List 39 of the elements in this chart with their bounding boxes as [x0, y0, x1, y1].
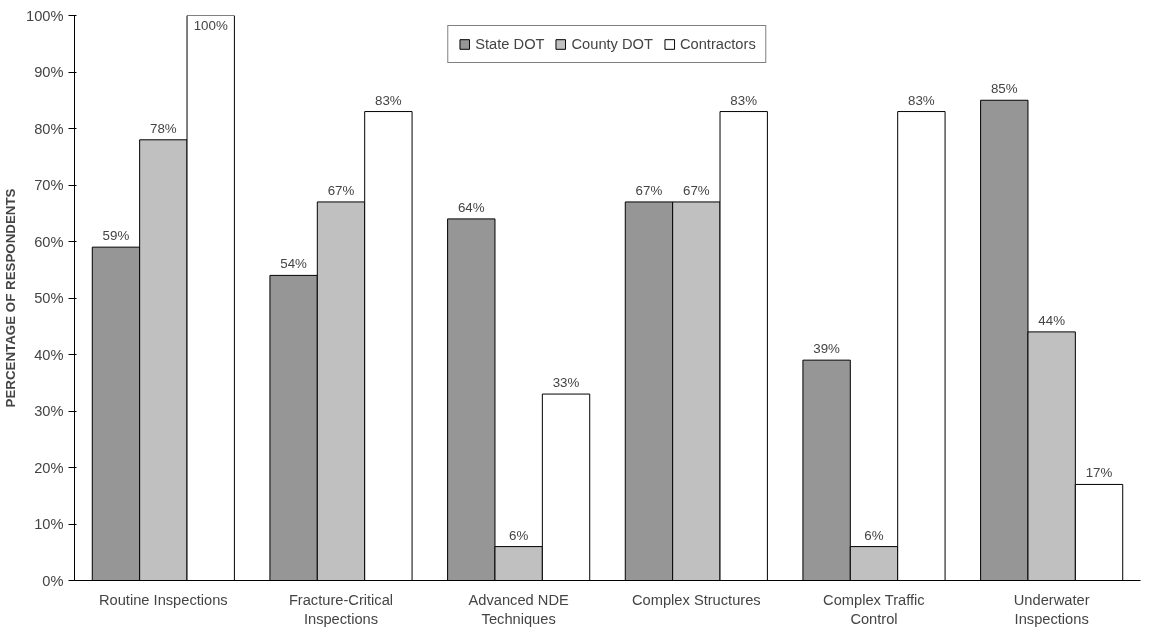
- y-tick-label: 40%: [34, 346, 64, 363]
- y-tick-label: 70%: [34, 177, 64, 193]
- data-label: 6%: [509, 527, 529, 543]
- data-label: 39%: [813, 341, 841, 357]
- data-label: 6%: [864, 527, 884, 543]
- data-label: 67%: [327, 182, 355, 198]
- y-tick-label: 80%: [34, 120, 64, 137]
- data-label: 100%: [193, 17, 228, 33]
- y-tick-label: 90%: [34, 64, 64, 80]
- data-label: 67%: [635, 182, 663, 198]
- y-tick-label: 0%: [42, 572, 64, 589]
- y-tick-label: 50%: [34, 290, 64, 306]
- data-label: 83%: [730, 92, 758, 108]
- y-tick-label: 100%: [26, 7, 64, 24]
- x-tick-label: Complex Structures: [631, 591, 761, 608]
- y-tick-label: 20%: [34, 459, 64, 476]
- data-label: 33%: [552, 375, 580, 391]
- y-tick-label: 30%: [34, 403, 64, 419]
- y-tick-label: 10%: [34, 516, 64, 532]
- legend-label: Contractors: [679, 36, 756, 52]
- data-label: 54%: [280, 256, 308, 272]
- x-tick-label: Complex Traffic Control: [823, 591, 925, 627]
- data-label: 85%: [990, 81, 1018, 97]
- y-tick-label: 60%: [34, 233, 64, 250]
- data-label: 78%: [150, 120, 177, 136]
- x-tick-label: Routine Inspections: [98, 591, 228, 608]
- y-axis-title: PERCENTAGE OF RESPONDENTS: [3, 188, 19, 408]
- x-tick-label: Fracture-Critical Inspections: [288, 591, 394, 627]
- data-label: 17%: [1085, 465, 1113, 481]
- data-label: 67%: [683, 182, 710, 198]
- x-tick-label: Underwater Inspections: [1013, 591, 1090, 627]
- data-label: 83%: [908, 92, 935, 108]
- data-label: 59%: [102, 228, 130, 244]
- legend-label: County DOT: [571, 36, 653, 52]
- data-label: 44%: [1038, 312, 1066, 328]
- legend-label: State DOT: [475, 36, 545, 52]
- data-label: 83%: [375, 92, 402, 108]
- data-label: 64%: [457, 199, 485, 215]
- x-tick-label: Advanced NDE Techniques: [468, 591, 569, 627]
